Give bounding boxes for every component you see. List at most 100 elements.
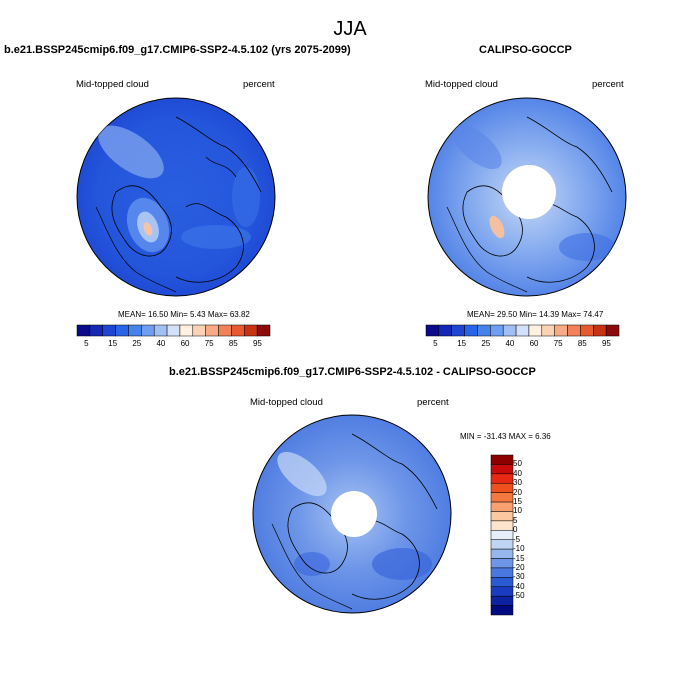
model-colorbar-swatch bbox=[192, 324, 206, 337]
obs-panel-title: CALIPSO-GOCCP bbox=[479, 44, 572, 56]
obs-colorbar-swatch bbox=[528, 324, 543, 337]
model-colorbar-labels: 5 15 25 40 60 75 85 95 bbox=[77, 339, 270, 351]
obs-colorbar-tick-label: 75 bbox=[553, 339, 563, 348]
obs-stats: MEAN= 29.50 Min= 14.39 Max= 74.47 bbox=[467, 310, 604, 319]
diff-colorbar bbox=[490, 454, 514, 616]
obs-colorbar-tick-label: 15 bbox=[457, 339, 467, 348]
diff-colorbar-swatch bbox=[490, 530, 514, 540]
model-colorbar-tick-label: 60 bbox=[180, 339, 190, 348]
diff-colorbar-tick-label: -20 bbox=[513, 562, 525, 572]
obs-polar-map bbox=[427, 97, 627, 297]
diff-colorbar-swatch bbox=[490, 511, 514, 522]
model-polar-map bbox=[76, 97, 276, 297]
obs-colorbar-swatch bbox=[490, 324, 504, 337]
obs-colorbar-swatch bbox=[425, 324, 440, 337]
diff-colorbar-tick-label: -50 bbox=[513, 591, 525, 601]
obs-colorbar-swatch bbox=[580, 324, 594, 337]
diff-colorbar-swatch bbox=[490, 492, 514, 503]
diff-colorbar-swatch bbox=[490, 567, 514, 578]
obs-colorbar-swatch bbox=[541, 324, 555, 337]
model-panel-title: b.e21.BSSP245cmip6.f09_g17.CMIP6-SSP2-4.… bbox=[4, 44, 351, 56]
obs-colorbar-tick-label: 40 bbox=[505, 339, 515, 348]
model-colorbar-swatch bbox=[218, 324, 232, 337]
obs-colorbar-swatch bbox=[593, 324, 607, 337]
obs-colorbar-swatch bbox=[554, 324, 568, 337]
model-colorbar bbox=[76, 324, 271, 337]
model-colorbar-swatch bbox=[102, 324, 116, 337]
diff-colorbar-swatch bbox=[490, 473, 514, 484]
model-colorbar-tick-label: 85 bbox=[228, 339, 238, 348]
model-units-label: percent bbox=[243, 79, 275, 90]
obs-colorbar-swatch bbox=[605, 324, 620, 337]
diff-colorbar-tick-label: -5 bbox=[513, 534, 521, 544]
obs-colorbar-swatch bbox=[464, 324, 478, 337]
model-stats: MEAN= 16.50 Min= 5.43 Max= 63.82 bbox=[118, 310, 250, 319]
diff-colorbar-swatch bbox=[490, 482, 514, 493]
diff-colorbar-swatch bbox=[490, 548, 514, 559]
model-colorbar-swatch bbox=[76, 324, 91, 337]
model-colorbar-swatch bbox=[205, 324, 219, 337]
model-colorbar-swatch bbox=[231, 324, 245, 337]
diff-colorbar-swatch bbox=[490, 605, 514, 616]
diff-colorbar-swatch bbox=[490, 464, 514, 475]
model-colorbar-tick-label: 5 bbox=[84, 339, 89, 348]
obs-colorbar-swatch bbox=[438, 324, 452, 337]
model-colorbar-swatch bbox=[141, 324, 155, 337]
model-colorbar-swatch bbox=[166, 324, 181, 337]
obs-colorbar-labels: 5 15 25 40 60 75 85 95 bbox=[426, 339, 619, 351]
model-colorbar-swatch bbox=[153, 324, 168, 337]
obs-colorbar-tick-label: 5 bbox=[433, 339, 438, 348]
obs-var-label: Mid-topped cloud bbox=[425, 79, 498, 90]
obs-colorbar-tick-label: 60 bbox=[529, 339, 539, 348]
obs-colorbar-tick-label: 85 bbox=[577, 339, 587, 348]
obs-colorbar-swatch bbox=[451, 324, 465, 337]
diff-colorbar-swatch bbox=[490, 586, 514, 597]
model-colorbar-swatch bbox=[179, 324, 194, 337]
diff-colorbar-tick-label: -10 bbox=[513, 544, 525, 554]
season-title: JJA bbox=[333, 18, 367, 40]
obs-colorbar-tick-label: 25 bbox=[481, 339, 491, 348]
diff-colorbar-swatch bbox=[490, 558, 514, 569]
model-colorbar-tick-label: 25 bbox=[132, 339, 142, 348]
obs-colorbar bbox=[425, 324, 620, 337]
obs-colorbar-swatch bbox=[515, 324, 530, 337]
model-colorbar-tick-label: 40 bbox=[156, 339, 166, 348]
diff-colorbar-tick-label: 40 bbox=[513, 468, 522, 478]
diff-colorbar-swatch bbox=[490, 539, 514, 550]
diff-colorbar-tick-label: 50 bbox=[513, 459, 522, 469]
diff-minmax: MIN = -31.43 MAX = 6.36 bbox=[460, 432, 551, 441]
diff-colorbar-tick-label: 15 bbox=[513, 497, 522, 507]
obs-colorbar-swatch bbox=[567, 324, 581, 337]
diff-var-label: Mid-topped cloud bbox=[250, 397, 323, 408]
model-colorbar-swatch bbox=[244, 324, 258, 337]
model-colorbar-tick-label: 95 bbox=[252, 339, 262, 348]
model-colorbar-tick-label: 15 bbox=[108, 339, 118, 348]
diff-colorbar-tick-label: 0 bbox=[513, 525, 518, 535]
diff-polar-map bbox=[252, 414, 452, 614]
diff-colorbar-swatch bbox=[490, 501, 514, 512]
model-colorbar-swatch bbox=[89, 324, 103, 337]
diff-colorbar-labels: 50 40 30 20 15 10 5 0 -5 -10 -15 -20 -30 -40 -50 bbox=[513, 455, 543, 615]
diff-colorbar-tick-label: -15 bbox=[513, 553, 525, 563]
diff-colorbar-tick-label: 10 bbox=[513, 506, 522, 516]
diff-colorbar-swatch bbox=[490, 577, 514, 588]
obs-units-label: percent bbox=[592, 79, 624, 90]
model-colorbar-tick-label: 75 bbox=[204, 339, 214, 348]
diff-units-label: percent bbox=[417, 397, 449, 408]
model-colorbar-swatch bbox=[128, 324, 142, 337]
diff-colorbar-tick-label: 20 bbox=[513, 487, 522, 497]
diff-colorbar-swatch bbox=[490, 454, 514, 465]
model-colorbar-swatch bbox=[256, 324, 271, 337]
diff-colorbar-tick-label: -40 bbox=[513, 581, 525, 591]
diff-colorbar-tick-label: -30 bbox=[513, 572, 525, 582]
diff-colorbar-tick-label: 5 bbox=[513, 515, 518, 525]
diff-colorbar-swatch bbox=[490, 520, 514, 531]
model-colorbar-swatch bbox=[115, 324, 129, 337]
model-var-label: Mid-topped cloud bbox=[76, 79, 149, 90]
diff-panel-title: b.e21.BSSP245cmip6.f09_g17.CMIP6-SSP2-4.… bbox=[169, 366, 536, 378]
obs-colorbar-tick-label: 95 bbox=[601, 339, 611, 348]
diff-colorbar-swatch bbox=[490, 595, 514, 606]
obs-colorbar-swatch bbox=[477, 324, 491, 337]
obs-colorbar-swatch bbox=[502, 324, 517, 337]
diff-colorbar-tick-label: 30 bbox=[513, 478, 522, 488]
